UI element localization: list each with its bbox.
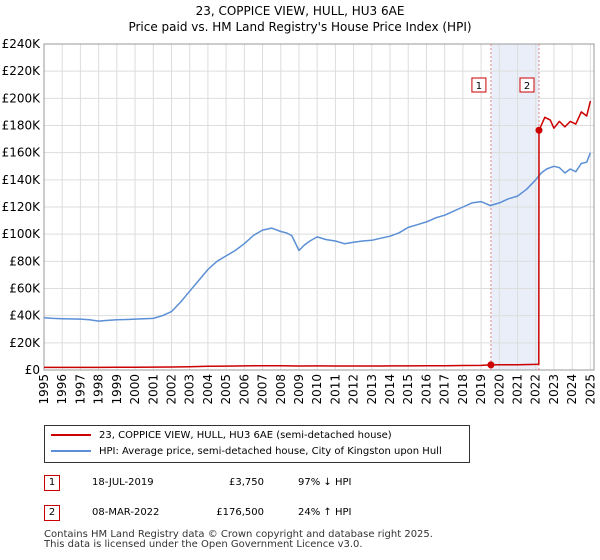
legend-item-hpi: HPI: Average price, semi-detached house,… <box>51 445 442 459</box>
x-tick-label: 2017 <box>438 374 452 405</box>
x-tick-label: 2016 <box>419 374 433 405</box>
transaction-price: £3,750 <box>229 477 264 488</box>
x-tick-label: 2024 <box>565 374 579 405</box>
transaction-date: 18-JUL-2019 <box>92 477 154 488</box>
y-tick-label: £0 <box>25 363 40 377</box>
x-tick-label: 2004 <box>201 374 215 405</box>
x-tick-label: 2003 <box>183 374 197 405</box>
footer-licence: This data is licensed under the Open Gov… <box>44 539 363 550</box>
x-tick-label: 1995 <box>37 374 51 405</box>
x-tick-label: 2008 <box>274 374 288 405</box>
y-tick-label: £100K <box>2 227 42 241</box>
x-tick-label: 2013 <box>365 374 379 405</box>
x-tick-label: 1998 <box>92 374 106 405</box>
x-tick-label: 2023 <box>547 374 561 405</box>
legend-label-hpi: HPI: Average price, semi-detached house,… <box>99 446 442 457</box>
sale-label-text: 1 <box>476 81 482 92</box>
x-tick-label: 1997 <box>73 374 87 405</box>
legend-swatch-hpi <box>51 450 91 452</box>
x-tick-label: 2009 <box>292 374 306 405</box>
x-tick-label: 2001 <box>146 374 160 405</box>
y-tick-label: £140K <box>2 173 42 187</box>
sale-point <box>487 361 495 369</box>
x-tick-label: 2002 <box>164 374 178 405</box>
transaction-badge: 2 <box>44 505 60 521</box>
y-tick-label: £160K <box>2 146 42 160</box>
y-tick-label: £40K <box>9 309 41 323</box>
legend-item-property: 23, COPPICE VIEW, HULL, HU3 6AE (semi-de… <box>51 429 392 443</box>
transaction-price: £176,500 <box>216 507 264 518</box>
x-tick-label: 2021 <box>511 374 525 405</box>
x-tick-label: 2014 <box>383 374 397 405</box>
sale-point <box>535 126 543 134</box>
x-tick-label: 2005 <box>219 374 233 405</box>
transaction-hpi-diff: 97% ↓ HPI <box>298 477 352 488</box>
legend-label-property: 23, COPPICE VIEW, HULL, HU3 6AE (semi-de… <box>99 430 392 441</box>
y-tick-label: £120K <box>2 200 42 214</box>
plot-frame <box>43 43 595 371</box>
x-tick-label: 2022 <box>529 374 543 405</box>
y-tick-label: £20K <box>9 336 41 350</box>
y-tick-label: £220K <box>2 64 42 78</box>
footer: Contains HM Land Registry data © Crown c… <box>44 530 433 550</box>
x-tick-label: 2011 <box>328 374 342 405</box>
transaction-hpi-diff: 24% ↑ HPI <box>298 507 352 518</box>
x-tick-label: 2006 <box>237 374 251 405</box>
x-tick-label: 2007 <box>256 374 270 405</box>
x-tick-label: 1996 <box>55 374 69 405</box>
x-tick-label: 1999 <box>110 374 124 405</box>
x-tick-label: 2010 <box>310 374 324 405</box>
sale-label-box <box>519 77 535 93</box>
x-tick-label: 2015 <box>401 374 415 405</box>
x-tick-label: 2012 <box>347 374 361 405</box>
chart-legend: 23, COPPICE VIEW, HULL, HU3 6AE (semi-de… <box>44 425 470 463</box>
price-chart: £0 £20K £40K £60K £80K £100K £120K £140K £160K £1… <box>2 37 598 405</box>
x-tick-label: 2000 <box>128 374 142 405</box>
y-tick-label: £60K <box>9 282 41 296</box>
chart-title-line1: 23, COPPICE VIEW, HULL, HU3 6AE <box>195 4 405 18</box>
x-tick-label: 2018 <box>456 374 470 405</box>
sale-label-text: 2 <box>524 81 530 92</box>
property-price-line <box>44 100 592 369</box>
sale-label-box <box>471 77 487 93</box>
x-tick-label: 2019 <box>474 374 488 405</box>
y-tick-label: £240K <box>2 37 42 51</box>
y-tick-label: £200K <box>2 91 42 105</box>
y-tick-label: £180K <box>2 119 42 133</box>
chart-title-line2: Price paid vs. HM Land Registry's House … <box>128 20 472 34</box>
transaction-badge: 1 <box>44 475 60 491</box>
transaction-date: 08-MAR-2022 <box>92 507 160 518</box>
hpi-line <box>43 152 592 322</box>
legend-swatch-property <box>51 434 91 436</box>
x-tick-label: 2025 <box>583 374 597 405</box>
x-tick-label: 2020 <box>492 374 506 405</box>
y-tick-label: £80K <box>9 254 41 268</box>
footer-copyright: Contains HM Land Registry data © Crown c… <box>44 529 433 540</box>
